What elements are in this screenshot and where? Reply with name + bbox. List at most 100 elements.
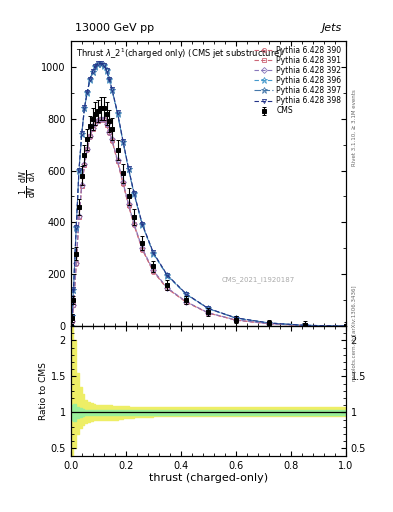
Pythia 6.428 390 [121,180,125,186]
Text: CMS_2021_I1920187: CMS_2021_I1920187 [222,276,295,283]
Pythia 6.428 390 [71,302,76,308]
Pythia 6.428 391 [343,323,348,329]
Pythia 6.428 391 [88,133,92,139]
Pythia 6.428 392 [71,302,76,308]
Pythia 6.428 390 [88,134,92,140]
Pythia 6.428 390 [206,310,211,316]
Pythia 6.428 398 [77,166,81,173]
Pythia 6.428 398 [70,313,75,319]
Y-axis label: $\frac{1}{\mathrm{d}N}\ \frac{\mathrm{d}N}{\mathrm{d}\lambda}$: $\frac{1}{\mathrm{d}N}\ \frac{\mathrm{d}… [17,169,39,198]
Pythia 6.428 390 [151,269,156,275]
Pythia 6.428 398 [104,67,109,73]
Pythia 6.428 396 [132,191,136,197]
Pythia 6.428 391 [68,323,73,329]
Pythia 6.428 396 [74,224,79,230]
Pythia 6.428 397 [121,138,125,144]
Pythia 6.428 390 [82,162,87,168]
Pythia 6.428 392 [82,161,87,167]
Pythia 6.428 397 [74,224,79,230]
Pythia 6.428 391 [266,321,271,327]
Pythia 6.428 397 [85,89,90,95]
Pythia 6.428 398 [115,110,120,116]
Pythia 6.428 392 [115,157,120,163]
Pythia 6.428 396 [68,323,73,329]
Pythia 6.428 396 [71,287,76,293]
Pythia 6.428 390 [132,222,136,228]
Pythia 6.428 398 [233,315,238,321]
Pythia 6.428 390 [107,130,112,136]
Pythia 6.428 391 [126,202,131,208]
Pythia 6.428 398 [151,249,156,255]
Pythia 6.428 392 [74,260,79,266]
Pythia 6.428 390 [115,158,120,164]
Pythia 6.428 392 [140,245,145,251]
Pythia 6.428 392 [101,116,106,122]
Pythia 6.428 397 [206,305,211,311]
Pythia 6.428 391 [165,285,169,291]
Pythia 6.428 390 [77,214,81,220]
Line: Pythia 6.428 392: Pythia 6.428 392 [69,117,348,328]
Text: 13000 GeV pp: 13000 GeV pp [75,23,154,33]
Pythia 6.428 390 [233,317,238,323]
Pythia 6.428 392 [77,213,81,219]
Pythia 6.428 391 [184,299,189,305]
Text: Thrust $\lambda\_2^1$(charged only) (CMS jet substructure): Thrust $\lambda\_2^1$(charged only) (CMS… [76,47,284,61]
Pythia 6.428 398 [140,221,145,227]
X-axis label: thrust (charged-only): thrust (charged-only) [149,473,268,483]
Pythia 6.428 392 [233,317,238,323]
Pythia 6.428 397 [343,323,348,329]
Pythia 6.428 397 [302,322,307,328]
Pythia 6.428 398 [93,63,98,69]
Pythia 6.428 390 [96,118,101,124]
Pythia 6.428 396 [104,68,109,74]
Pythia 6.428 396 [151,250,156,257]
Pythia 6.428 391 [206,310,211,316]
Pythia 6.428 398 [96,60,101,67]
Pythia 6.428 396 [82,105,87,112]
Pythia 6.428 397 [79,131,84,137]
Pythia 6.428 396 [96,61,101,68]
Pythia 6.428 398 [343,323,348,329]
Pythia 6.428 396 [233,315,238,321]
Pythia 6.428 397 [70,313,75,319]
Text: mcplots.cern.ch [arXiv:1306.3436]: mcplots.cern.ch [arXiv:1306.3436] [352,285,357,380]
Y-axis label: Ratio to CMS: Ratio to CMS [39,362,48,420]
Pythia 6.428 398 [88,76,92,82]
Pythia 6.428 396 [77,167,81,174]
Pythia 6.428 390 [184,299,189,305]
Pythia 6.428 397 [126,166,131,172]
Pythia 6.428 392 [79,182,84,188]
Pythia 6.428 397 [93,63,98,70]
Pythia 6.428 392 [96,117,101,123]
Pythia 6.428 396 [85,90,90,96]
Pythia 6.428 396 [101,62,106,69]
Pythia 6.428 396 [266,320,271,326]
Pythia 6.428 392 [302,323,307,329]
Pythia 6.428 392 [99,116,103,122]
Pythia 6.428 397 [101,62,106,68]
Pythia 6.428 392 [206,310,211,316]
Pythia 6.428 397 [77,167,81,173]
Pythia 6.428 391 [233,317,238,323]
Pythia 6.428 390 [101,117,106,123]
Pythia 6.428 398 [126,165,131,172]
Pythia 6.428 396 [343,323,348,329]
Pythia 6.428 392 [343,323,348,329]
Pythia 6.428 396 [126,166,131,173]
Pythia 6.428 398 [165,272,169,278]
Pythia 6.428 392 [107,129,112,135]
Pythia 6.428 397 [90,69,95,75]
Pythia 6.428 390 [266,321,271,327]
Pythia 6.428 391 [99,116,103,122]
Pythia 6.428 396 [70,313,75,319]
Pythia 6.428 397 [184,291,189,297]
Line: Pythia 6.428 391: Pythia 6.428 391 [69,117,348,328]
Pythia 6.428 390 [99,117,103,123]
Pythia 6.428 390 [79,183,84,189]
Pythia 6.428 392 [184,298,189,305]
Pythia 6.428 398 [101,61,106,68]
Pythia 6.428 397 [266,320,271,326]
Pythia 6.428 390 [165,285,169,291]
Pythia 6.428 396 [99,61,103,68]
Pythia 6.428 391 [107,130,112,136]
